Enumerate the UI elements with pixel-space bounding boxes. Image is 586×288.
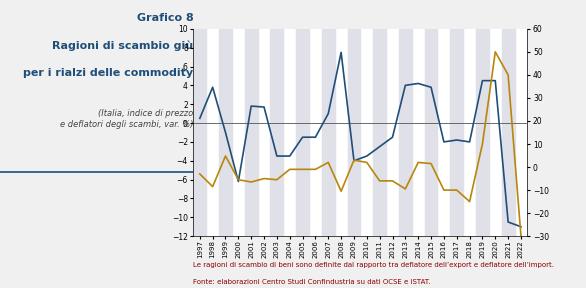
Bar xyxy=(245,29,258,236)
Bar xyxy=(219,29,232,236)
Bar xyxy=(193,29,206,236)
Text: Ragioni di scambio giù: Ragioni di scambio giù xyxy=(52,40,193,51)
Text: Grafico 8: Grafico 8 xyxy=(137,13,193,23)
Bar xyxy=(322,29,335,236)
Bar xyxy=(399,29,412,236)
Bar xyxy=(476,29,489,236)
Bar xyxy=(296,29,309,236)
Text: Fonte: elaborazioni Centro Studi Confindustria su dati OCSE e ISTAT.: Fonte: elaborazioni Centro Studi Confind… xyxy=(193,279,431,285)
Text: Le ragioni di scambio di beni sono definite dal rapporto tra deflatore dell’expo: Le ragioni di scambio di beni sono defin… xyxy=(193,262,554,268)
Bar xyxy=(347,29,360,236)
Bar xyxy=(425,29,438,236)
Text: per i rialzi delle commodity: per i rialzi delle commodity xyxy=(23,68,193,78)
Bar xyxy=(450,29,463,236)
Bar xyxy=(271,29,283,236)
Text: (Italia, indice di prezzo
e deflatori degli scambi, var. %): (Italia, indice di prezzo e deflatori de… xyxy=(60,109,193,129)
Bar xyxy=(373,29,386,236)
Bar xyxy=(502,29,515,236)
